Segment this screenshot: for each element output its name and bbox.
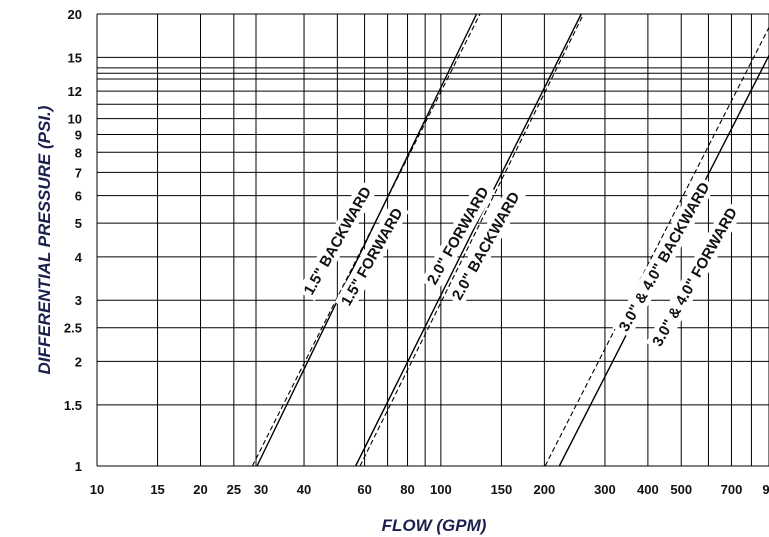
solid-curve [354, 13, 582, 467]
x-tick-labels: 10 15 20 25 30 40 60 80 100 150 200 300 400 500 700 9 [90, 482, 769, 497]
curve-label-bg-group [612, 175, 716, 338]
x-tick-label: 10 [90, 482, 104, 497]
y-tick-label: 6 [75, 189, 82, 204]
x-tick-label: 60 [357, 482, 371, 497]
y-tick-label: 10 [68, 112, 82, 127]
x-tick-label: 300 [594, 482, 616, 497]
dashed-curve [359, 13, 585, 467]
x-tick-label: 80 [400, 482, 414, 497]
x-tick-label: 400 [637, 482, 659, 497]
y-tick-label: 5 [75, 216, 82, 231]
y-axis-title: DIFFERENTIAL PRESSURE (PSI.) [35, 105, 54, 374]
y-tick-label: 1.5 [64, 398, 82, 413]
x-tick-label: 9 [762, 482, 769, 497]
curve-label-bg [645, 201, 744, 353]
x-tick-label: 200 [534, 482, 556, 497]
curve-label-bg [445, 185, 526, 307]
y-tick-label: 4 [75, 250, 83, 265]
y-tick-label: 20 [68, 7, 82, 22]
grid [96, 13, 769, 467]
x-tick-label: 15 [150, 482, 164, 497]
curves [251, 13, 769, 467]
curve-label-bg [334, 201, 410, 312]
y-tick-label: 1 [75, 459, 82, 474]
x-tick-label: 25 [227, 482, 241, 497]
curve-label-bg-group [420, 180, 495, 291]
y-tick-label: 2.5 [64, 321, 82, 336]
dashed-curve [251, 13, 481, 467]
x-tick-label: 150 [491, 482, 513, 497]
x-tick-label: 40 [297, 482, 311, 497]
y-tick-label: 15 [68, 50, 82, 65]
curve-label-bg-group [645, 201, 744, 353]
curve-label-bg-group [334, 201, 410, 312]
x-axis-title: FLOW (GPM) [382, 516, 487, 535]
x-tick-label: 100 [430, 482, 452, 497]
y-tick-label: 7 [75, 165, 82, 180]
curve-label-bg-group [445, 185, 526, 307]
curve-label-bg-group [297, 180, 378, 302]
x-tick-label: 30 [254, 482, 268, 497]
curve-label-bg [297, 180, 378, 302]
x-tick-label: 500 [670, 482, 692, 497]
curve-label-bg [420, 180, 495, 291]
y-tick-label: 8 [75, 145, 82, 160]
curve-label-bg [612, 175, 716, 338]
dashed-curve [544, 27, 769, 467]
solid-curve [256, 13, 478, 467]
x-tick-label: 700 [721, 482, 743, 497]
y-tick-labels: 1 1.5 2 2.5 3 4 5 6 7 8 910 12 15 20 [64, 7, 83, 474]
y-tick-label: 3 [75, 293, 82, 308]
y-tick-label: 2 [75, 354, 82, 369]
curve-label-backgrounds [297, 175, 744, 353]
y-tick-label: 12 [68, 84, 82, 99]
y-tick-label: 9 [75, 127, 82, 142]
x-tick-label: 20 [193, 482, 207, 497]
